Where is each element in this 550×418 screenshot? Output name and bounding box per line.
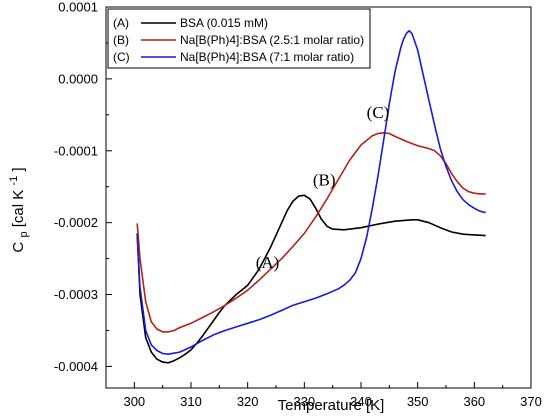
legend-label: Na[B(Ph)4]:BSA (2.5:1 molar ratio) xyxy=(180,33,364,47)
legend-label: BSA (0.015 mM) xyxy=(180,16,268,30)
curve-annotations: (A) (B) (C) xyxy=(256,103,390,272)
y-tick-label: 0.0001 xyxy=(58,0,98,15)
y-axis-label: C p [cal K -1 ] xyxy=(4,167,31,252)
x-tick-label: 350 xyxy=(407,394,429,409)
legend-tag: (B) xyxy=(113,33,129,47)
y-axis-label-main: C xyxy=(10,242,27,253)
x-tick-label: 360 xyxy=(463,394,485,409)
series-b-line xyxy=(136,132,486,333)
series-c-line xyxy=(136,29,486,355)
y-tick-label: 0.0000 xyxy=(58,71,98,86)
plot-frame xyxy=(105,6,532,389)
y-axis-label-close: ] xyxy=(10,167,27,171)
legend-tag: (C) xyxy=(113,50,130,64)
annotation-label: (B) xyxy=(313,170,336,189)
y-axis-label-sub: p xyxy=(18,231,30,237)
annotation-label: (A) xyxy=(256,253,280,272)
x-tick-label: 300 xyxy=(123,394,145,409)
y-tick-label: -0.0003 xyxy=(54,287,98,302)
x-tick-label: 310 xyxy=(180,394,202,409)
legend: (A) BSA (0.015 mM) (B) Na[B(Ph)4]:BSA (2.5:… xyxy=(107,8,371,69)
y-tick-label: -0.0001 xyxy=(54,143,98,158)
x-tick-label: 370 xyxy=(520,394,542,409)
series-lines xyxy=(136,29,486,364)
legend-box xyxy=(107,8,371,69)
legend-label: Na[B(Ph)4]:BSA (7:1 molar ratio) xyxy=(180,50,354,64)
y-axis-label-sup: -1 xyxy=(8,176,20,186)
x-tick-label: 320 xyxy=(237,394,259,409)
y-axis-label-rest: [cal K xyxy=(10,190,27,228)
y-tick-label: -0.0004 xyxy=(54,359,98,374)
plot-area xyxy=(105,6,532,389)
x-tick-label: 340 xyxy=(350,394,372,409)
legend-tag: (A) xyxy=(113,16,129,30)
x-tick-label: 330 xyxy=(293,394,315,409)
x-axis-label: Temperature [K] xyxy=(278,397,385,414)
series-a-line xyxy=(136,194,486,364)
annotation-label: (C) xyxy=(367,103,390,122)
axis-ticks: 300 310 320 330 340 350 360 370 0.0001 0.0000 -0.0… xyxy=(54,0,542,409)
y-tick-label: -0.0002 xyxy=(54,215,98,230)
